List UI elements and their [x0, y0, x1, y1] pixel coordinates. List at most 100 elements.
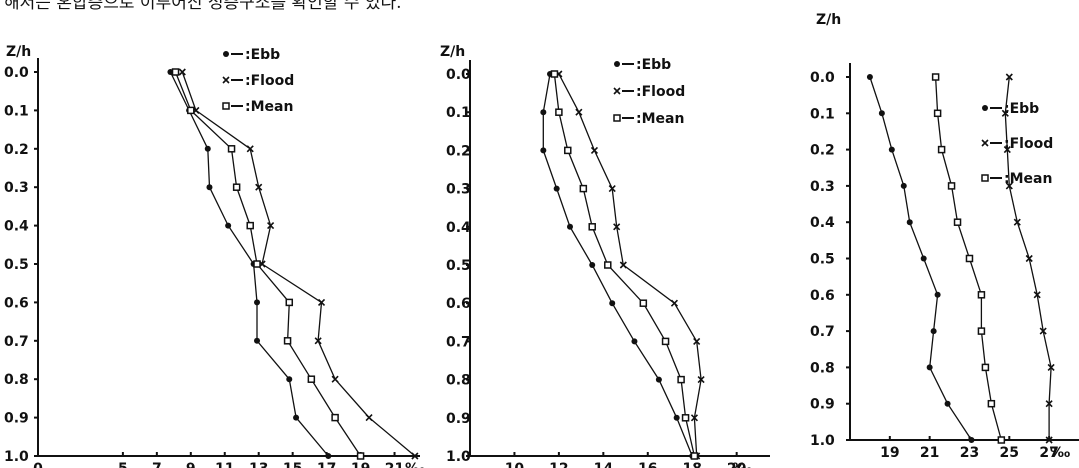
data-point-mean: [953, 218, 962, 226]
x-tick-label: 21: [385, 461, 404, 468]
y-tick-label: 1.0: [4, 449, 29, 465]
data-point-mean: [232, 183, 241, 191]
legend-marker-flood: [981, 139, 989, 147]
x-tick-label: 10: [505, 461, 525, 468]
data-point-flood: [590, 146, 599, 154]
data-point-flood: [1045, 400, 1053, 408]
y-tick-label: 0.3: [4, 180, 29, 196]
y-tick-label: 0.9: [446, 411, 471, 427]
data-point-ebb: [968, 437, 975, 443]
data-point-mean: [639, 299, 648, 307]
data-point-ebb: [930, 328, 937, 335]
data-point-mean: [246, 221, 254, 230]
y-tick-label: 0.5: [446, 258, 471, 274]
y-tick-label: 0.0: [446, 67, 471, 83]
legend: :Ebb:Flood:Mean: [981, 101, 1053, 187]
legend-label-mean: :Mean: [636, 111, 684, 127]
y-tick-label: 0.4: [4, 219, 29, 235]
x-tick-label: 25: [1000, 445, 1019, 461]
data-point-ebb: [540, 147, 547, 154]
legend-marker-mean: [981, 174, 989, 182]
y-tick-label: 0.2: [446, 143, 471, 159]
legend-marker-mean: [613, 114, 621, 122]
data-point-ebb: [540, 109, 547, 116]
data-point-ebb: [589, 262, 596, 268]
y-tick-label: 0.9: [4, 411, 29, 427]
data-point-ebb: [878, 110, 885, 117]
y-tick-label: 0.7: [4, 334, 29, 350]
series-line-ebb: [542, 73, 693, 457]
y-tick-label: 0.2: [4, 142, 29, 158]
data-point-mean: [987, 399, 996, 408]
x-tick-label: 27: [1039, 445, 1058, 461]
x-tick-label: 19: [880, 445, 899, 461]
x-unit-label: ‰: [1050, 445, 1070, 461]
data-point-ebb: [906, 219, 913, 226]
y-axis-title: Z/h: [816, 12, 841, 28]
data-point-ebb: [631, 338, 638, 345]
y-tick-label: 0.7: [446, 334, 471, 350]
data-point-flood: [178, 68, 186, 76]
data-point-mean: [285, 298, 294, 307]
data-point-ebb: [567, 223, 573, 230]
x-tick-label: 20: [727, 461, 747, 468]
data-point-mean: [977, 291, 986, 299]
data-point-flood: [613, 223, 621, 231]
y-tick-label: 0.1: [446, 105, 471, 121]
y-tick-label: 0.0: [810, 70, 835, 86]
data-point-mean: [283, 337, 292, 345]
data-point-mean: [227, 145, 236, 153]
x-tick-label: 0: [33, 461, 43, 468]
series-mean: [931, 73, 1006, 444]
x-tick-label: 23: [960, 445, 979, 461]
data-point-ebb: [254, 337, 261, 344]
data-point-ebb: [673, 414, 680, 421]
data-point-flood: [1005, 73, 1013, 81]
legend-marker-ebb: [982, 105, 988, 111]
chart-panel-3: Z/h 0.0 0.1 0.2 0.3 0.4 0.5 0.6 0.7 0.8 0.9 1.0 19 21…: [810, 12, 1079, 461]
series-ebb: [866, 74, 975, 443]
series-ebb: [540, 71, 696, 459]
data-point-ebb: [609, 300, 616, 307]
x-unit-label: ‰: [405, 461, 425, 468]
data-point-mean: [677, 375, 685, 384]
series-line-flood: [558, 73, 702, 457]
y-tick-label: 0.3: [446, 182, 471, 198]
legend-label-flood: :Flood: [636, 84, 685, 100]
data-point-ebb: [926, 364, 933, 371]
data-point-ebb: [920, 255, 927, 262]
data-point-flood: [267, 222, 275, 230]
data-point-ebb: [866, 74, 873, 80]
data-point-flood: [670, 299, 679, 307]
data-point-mean: [690, 452, 699, 460]
data-point-flood: [690, 414, 699, 422]
y-tick-label: 0.6: [4, 295, 29, 311]
x-tick-label: 11: [215, 461, 234, 468]
legend-marker-flood: [222, 76, 230, 84]
data-point-mean: [588, 223, 596, 231]
data-point-flood: [697, 376, 705, 384]
data-point-mean: [981, 363, 990, 372]
x-tick-label: 7: [152, 461, 162, 468]
x-unit-label: ‰: [732, 461, 752, 468]
data-point-flood: [1013, 218, 1021, 226]
data-point-flood: [608, 185, 616, 193]
data-point-mean: [977, 327, 986, 335]
legend-label-ebb: :Ebb: [1004, 101, 1039, 117]
y-tick-label: 0.5: [810, 252, 835, 268]
x-tick-label: 15: [283, 461, 302, 468]
x-tick-label: 19: [351, 461, 370, 468]
chart-panel-1: Z/h 0.0 0.1 0.2 0.3 0.4 0.5 0.6 0.7 0.8 0.9 1.0 0 5 7 9…: [4, 44, 425, 468]
data-point-flood: [1045, 436, 1053, 444]
data-point-mean: [555, 108, 563, 116]
data-point-mean: [661, 337, 670, 346]
data-point-mean: [681, 414, 690, 422]
data-point-mean: [933, 109, 942, 118]
y-tick-label: 0.0: [4, 65, 29, 81]
x-tick-label: 9: [186, 461, 196, 468]
data-point-mean: [931, 73, 940, 81]
legend-marker-ebb: [614, 61, 620, 67]
data-point-flood: [1001, 109, 1009, 117]
y-tick-label: 0.8: [446, 373, 471, 389]
